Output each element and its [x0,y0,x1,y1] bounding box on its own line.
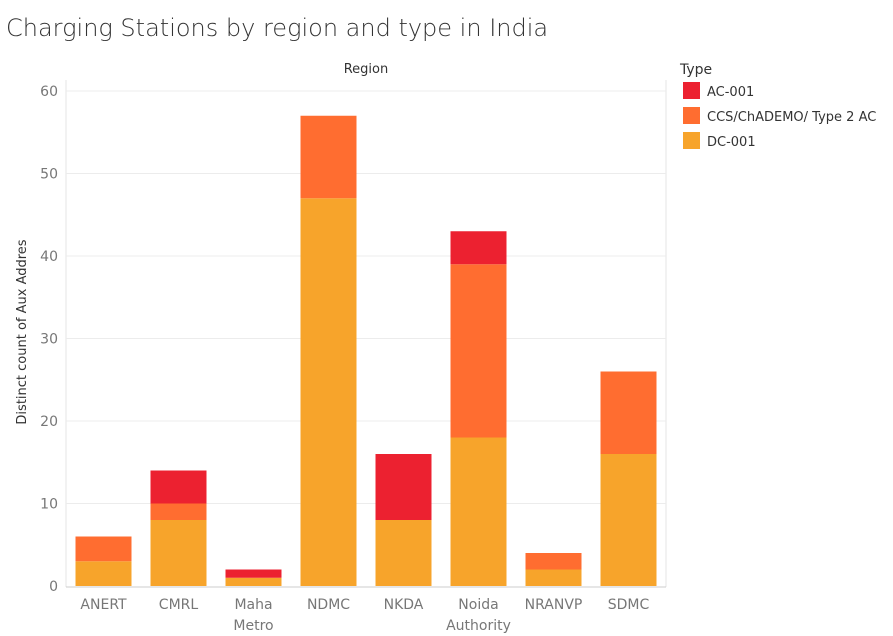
bar-segment[interactable] [150,470,207,504]
bar-segment[interactable] [225,569,282,578]
bar-segment[interactable] [600,371,657,455]
bar-segment[interactable] [375,454,432,520]
legend-item-label: DC-001 [707,135,756,150]
x-tick-label: Authority [446,618,511,634]
x-tick-label: NKDA [384,597,424,613]
legend-swatch [683,107,700,124]
bar-segment[interactable] [525,553,582,570]
legend-title: Type [679,62,712,78]
x-tick-label: Noida [458,597,498,613]
bar-segment[interactable] [300,115,357,199]
y-tick-label: 50 [40,167,58,183]
bar-segment[interactable] [450,437,507,587]
column-header: Region [344,62,389,77]
y-axis-title: Distinct count of Aux Addres [15,239,30,424]
bar-segment[interactable] [75,536,132,562]
x-tick-label: CMRL [159,597,199,613]
bar-segment[interactable] [450,264,507,438]
x-tick-label: NRANVP [525,597,583,613]
bar-segment[interactable] [225,577,282,586]
y-tick-label: 60 [40,84,58,100]
x-tick-label: ANERT [80,597,127,613]
bar-segment[interactable] [450,231,507,265]
x-axis: ANERT CMRL Maha Metro NDMC NKDA Noida Authority… [80,597,649,634]
y-tick-label: 0 [49,579,58,595]
legend-item-label: AC-001 [707,85,754,100]
bar-segment[interactable] [525,569,582,587]
y-tick-label: 40 [40,249,58,265]
bar-segment[interactable] [150,520,207,586]
x-tick-label: SDMC [608,597,650,613]
bar-segment[interactable] [150,503,207,521]
bar-segment[interactable] [375,520,432,586]
legend[interactable]: Type AC-001 CCS/ChADEMO/ Type 2 AC DC-001 [679,62,876,150]
y-tick-label: 30 [40,332,58,348]
bar-segment[interactable] [75,561,132,586]
legend-item-label: CCS/ChADEMO/ Type 2 AC [707,110,876,125]
bars [75,115,657,587]
x-tick-label: Maha [234,597,272,613]
x-tick-label: NDMC [307,597,350,613]
x-tick-label: Metro [233,618,273,634]
chart-title: Charging Stations by region and type in … [6,14,548,42]
y-axis: 0 10 20 30 40 50 60 [40,84,58,595]
legend-swatch [683,82,700,99]
bar-segment[interactable] [600,454,657,586]
y-tick-label: 10 [40,497,58,513]
legend-swatch [683,132,700,149]
y-tick-label: 20 [40,414,58,430]
bar-segment[interactable] [300,198,357,586]
